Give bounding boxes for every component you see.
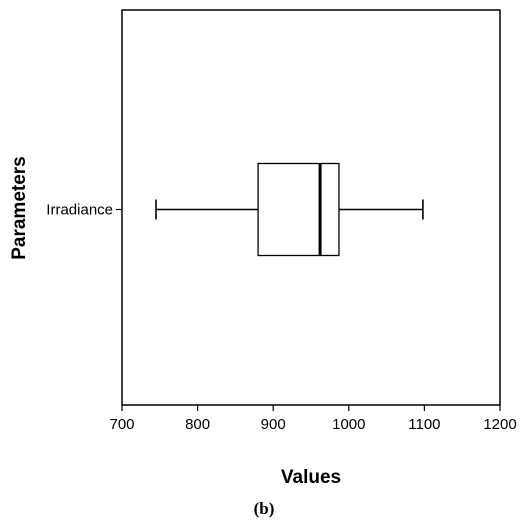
x-tick-label: 1000 xyxy=(332,416,365,433)
iqr-box xyxy=(257,162,340,257)
y-axis-title: Parameters xyxy=(9,156,30,260)
plot-frame xyxy=(121,9,501,406)
x-tick-label: 1200 xyxy=(483,416,516,433)
x-tick-label: 1100 xyxy=(408,416,440,433)
category-label: Irradiance xyxy=(46,202,113,219)
figure-caption: (b) xyxy=(254,499,275,518)
x-tick-label: 700 xyxy=(109,416,134,433)
x-tick-label: 800 xyxy=(185,416,210,433)
box-series xyxy=(155,162,424,257)
x-axis-ticks: 700 800 900 1000 1100 1200 xyxy=(109,405,517,433)
x-tick-label: 900 xyxy=(261,416,286,433)
y-axis-ticks: Irradiance xyxy=(46,202,122,219)
x-axis-title: Values xyxy=(281,467,341,488)
